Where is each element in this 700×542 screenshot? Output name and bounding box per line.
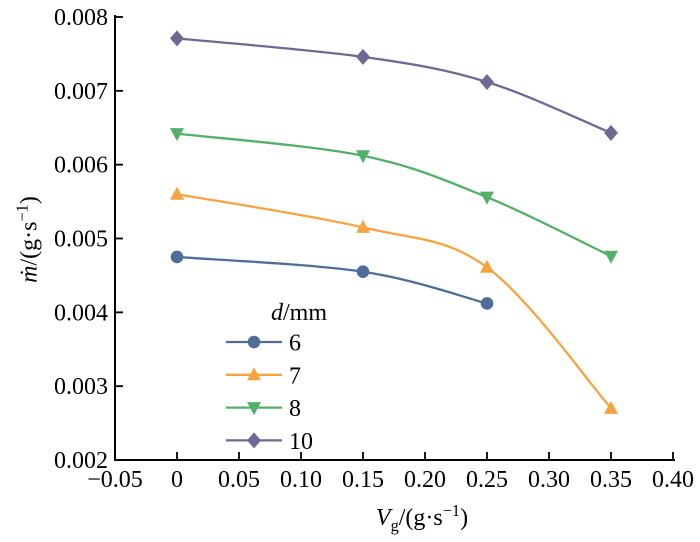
- legend-label-7: 7: [289, 363, 301, 389]
- series-marker-10: [604, 124, 618, 141]
- x-tick-label: 0.30: [528, 467, 570, 493]
- legend-label-6: 6: [289, 331, 301, 357]
- x-axis-subscript: g: [390, 515, 399, 535]
- legend-marker-6: [247, 335, 261, 349]
- x-axis-units-close: ): [460, 505, 469, 531]
- x-tick-label: 0.15: [342, 467, 384, 493]
- series-marker-6: [170, 250, 184, 264]
- x-axis-symbol: V: [375, 505, 391, 531]
- series-marker-8: [480, 191, 494, 205]
- x-tick-label: 0: [171, 467, 183, 493]
- x-tick-label: 0.20: [404, 467, 446, 493]
- y-tick-label: 0.002: [54, 448, 108, 474]
- x-tick-label: −0.05: [87, 467, 143, 493]
- series-marker-8: [604, 250, 618, 264]
- y-tick-label: 0.006: [54, 153, 108, 179]
- series-marker-7: [356, 219, 370, 233]
- x-tick-label: 0.40: [652, 467, 694, 493]
- x-tick-label: 0.35: [590, 467, 632, 493]
- series-marker-10: [356, 48, 370, 65]
- y-axis-exponent: −1: [12, 204, 32, 222]
- x-tick-label: 0.10: [280, 467, 322, 493]
- series-line-10: [175, 37, 613, 135]
- series-marker-8: [356, 150, 370, 164]
- series-marker-6: [356, 265, 370, 279]
- series-marker-10: [170, 30, 184, 47]
- series-marker-7: [480, 259, 494, 273]
- y-tick-label: 0.007: [54, 79, 108, 105]
- x-axis-label: Vg/(g·s−1): [317, 501, 527, 536]
- series-line-8: [175, 132, 613, 258]
- legend-label-10: 10: [289, 429, 313, 455]
- y-axis-label: ṁ/(g·s−1): [13, 130, 44, 350]
- series-marker-6: [480, 297, 494, 310]
- legend-marker-7: [247, 367, 261, 381]
- y-axis-units: /(g·s: [16, 221, 43, 266]
- x-axis-units: /(g·s: [398, 505, 443, 531]
- legend-marker-8: [247, 402, 261, 416]
- legend-marker-10: [247, 432, 261, 449]
- legend-title: d/mm: [271, 300, 327, 326]
- x-tick-label: 0.25: [466, 467, 508, 493]
- series-marker-7: [604, 400, 618, 414]
- series-line-6: [175, 255, 489, 305]
- y-axis-units-close: ): [16, 196, 43, 205]
- y-tick-label: 0.003: [54, 374, 108, 400]
- y-axis-symbol: ṁ: [16, 265, 43, 283]
- x-axis-exponent: −1: [442, 501, 461, 520]
- x-tick-label: 0.05: [218, 467, 260, 493]
- series-marker-10: [480, 73, 494, 90]
- series-line-7: [175, 193, 613, 410]
- legend-label-8: 8: [289, 396, 301, 422]
- y-tick-label: 0.008: [54, 5, 108, 31]
- y-tick-label: 0.005: [54, 227, 108, 253]
- series-marker-7: [170, 186, 184, 200]
- series-marker-8: [170, 128, 184, 142]
- y-tick-label: 0.004: [54, 300, 108, 326]
